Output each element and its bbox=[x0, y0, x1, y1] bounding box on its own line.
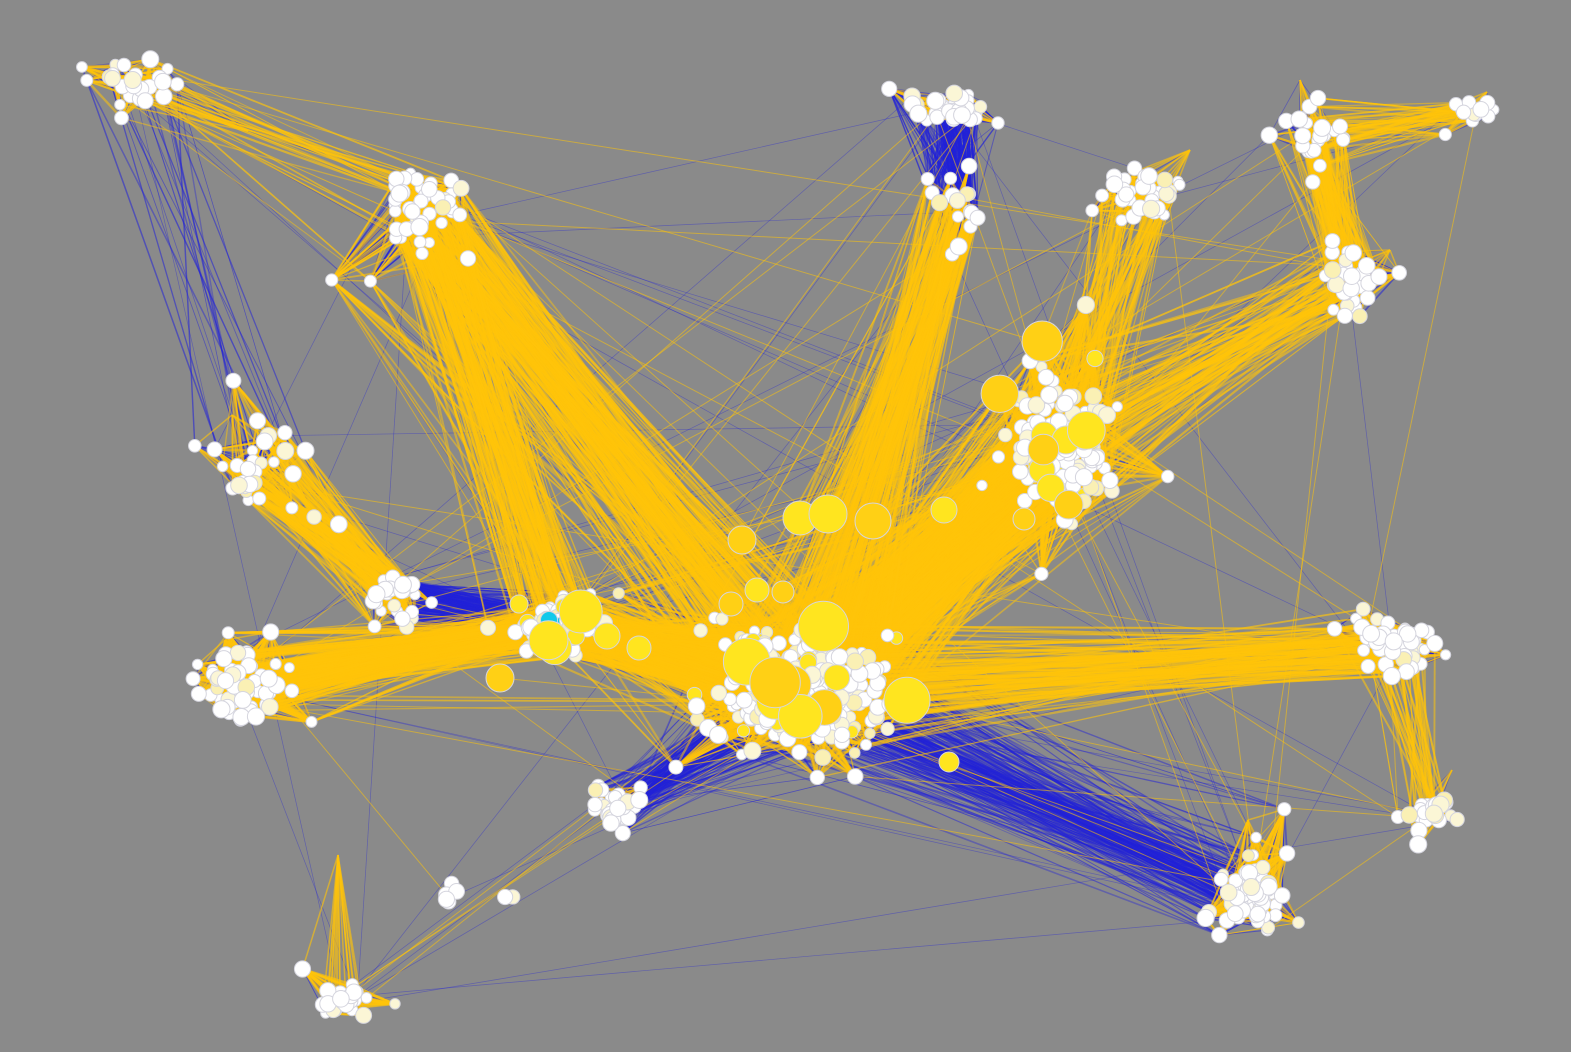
graph-edge bbox=[939, 109, 968, 195]
graph-edge bbox=[820, 726, 1210, 913]
graph-edge bbox=[176, 84, 294, 474]
graph-edge bbox=[81, 66, 234, 489]
graph-edge bbox=[822, 756, 1236, 915]
graph-edge bbox=[1268, 79, 1301, 136]
graph-edge bbox=[799, 751, 1220, 936]
graph-edge bbox=[811, 719, 1232, 905]
graph-edge bbox=[176, 84, 196, 446]
graph-edge bbox=[906, 699, 1285, 810]
graph-edge bbox=[906, 699, 1259, 922]
graph-edge bbox=[1359, 272, 1400, 317]
graph-edge bbox=[108, 76, 224, 467]
graph-edge bbox=[132, 79, 294, 474]
graph-edge bbox=[86, 80, 259, 422]
graph-edge bbox=[785, 731, 1206, 919]
graph-edge bbox=[843, 726, 1238, 899]
graph-edge bbox=[108, 76, 294, 475]
graph-edge bbox=[158, 77, 260, 499]
graph-edge bbox=[806, 724, 1245, 873]
graph-edge bbox=[717, 734, 1260, 891]
graph-edge bbox=[841, 740, 1249, 857]
graph-edge bbox=[782, 720, 1268, 931]
